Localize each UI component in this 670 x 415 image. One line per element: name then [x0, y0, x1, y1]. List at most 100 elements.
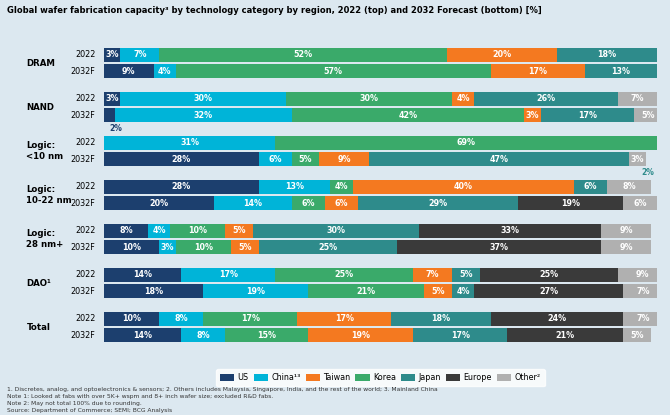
Text: 2022: 2022 — [75, 94, 96, 103]
Bar — [104, 48, 121, 62]
Bar — [204, 312, 297, 326]
Bar — [601, 240, 651, 254]
Text: 5%: 5% — [232, 226, 246, 235]
Text: 69%: 69% — [456, 138, 476, 147]
Text: 2032F: 2032F — [71, 67, 96, 76]
Bar — [181, 328, 225, 342]
Text: 10%: 10% — [194, 243, 213, 252]
Text: 5%: 5% — [431, 287, 445, 296]
Bar — [474, 284, 623, 298]
Bar — [446, 48, 557, 62]
Text: 3%: 3% — [630, 155, 644, 164]
Text: 30%: 30% — [326, 226, 346, 235]
Text: 4%: 4% — [456, 287, 470, 296]
Text: 13%: 13% — [611, 67, 630, 76]
Text: 2%: 2% — [109, 124, 122, 133]
Text: 8%: 8% — [174, 314, 188, 323]
Bar — [104, 240, 159, 254]
Bar — [308, 284, 425, 298]
Bar — [259, 240, 397, 254]
Bar — [275, 136, 657, 150]
Bar — [104, 180, 259, 194]
Bar — [291, 196, 325, 210]
Bar — [308, 328, 413, 342]
Text: 30%: 30% — [360, 94, 379, 103]
Bar — [291, 108, 524, 122]
Text: 8%: 8% — [196, 331, 210, 340]
Bar — [225, 328, 308, 342]
Text: 31%: 31% — [180, 138, 199, 147]
Bar — [291, 152, 320, 166]
Text: 7%: 7% — [133, 50, 147, 59]
Bar — [419, 224, 602, 238]
Bar — [181, 268, 275, 282]
Text: 9%: 9% — [122, 67, 135, 76]
Text: 10%: 10% — [122, 243, 141, 252]
Bar — [397, 240, 602, 254]
Text: 30%: 30% — [194, 94, 213, 103]
Text: 19%: 19% — [247, 287, 265, 296]
Text: 3%: 3% — [525, 111, 539, 120]
Text: 3%: 3% — [105, 94, 119, 103]
Text: 57%: 57% — [324, 67, 343, 76]
Bar — [104, 196, 214, 210]
Text: 17%: 17% — [451, 331, 470, 340]
Text: 7%: 7% — [636, 314, 649, 323]
Bar — [176, 240, 231, 254]
Text: 9%: 9% — [338, 155, 351, 164]
Bar — [607, 180, 651, 194]
Bar — [629, 152, 645, 166]
Text: 9%: 9% — [620, 226, 633, 235]
Text: 21%: 21% — [556, 331, 575, 340]
Bar — [507, 328, 623, 342]
Text: 25%: 25% — [318, 243, 337, 252]
Bar — [574, 180, 607, 194]
Text: Logic:
10-22 nm: Logic: 10-22 nm — [27, 185, 72, 205]
Text: 2022: 2022 — [75, 182, 96, 191]
Bar — [231, 240, 259, 254]
Text: 6%: 6% — [269, 155, 282, 164]
Text: 5%: 5% — [238, 243, 251, 252]
Text: 18%: 18% — [597, 50, 616, 59]
Text: 17%: 17% — [335, 314, 354, 323]
Text: 52%: 52% — [293, 50, 312, 59]
Text: 5%: 5% — [630, 331, 644, 340]
Bar — [624, 284, 662, 298]
Bar — [104, 136, 275, 150]
Text: 2022: 2022 — [75, 138, 96, 147]
Bar — [330, 180, 352, 194]
Bar — [624, 312, 662, 326]
Text: Logic:
28 nm+: Logic: 28 nm+ — [27, 229, 64, 249]
Text: 15%: 15% — [257, 331, 277, 340]
Text: 47%: 47% — [490, 155, 509, 164]
Text: 2%: 2% — [641, 168, 654, 177]
Bar — [624, 196, 657, 210]
Bar — [159, 240, 176, 254]
Text: 2032F: 2032F — [71, 331, 96, 340]
Bar — [159, 312, 204, 326]
Text: DRAM: DRAM — [27, 59, 56, 68]
Text: NAND: NAND — [27, 103, 54, 112]
Bar — [634, 108, 662, 122]
Text: 1. Discretes, analog, and optoelectronics & sensors; 2. Others includes Malaysia: 1. Discretes, analog, and optoelectronic… — [7, 387, 438, 413]
Bar — [624, 328, 651, 342]
Text: 2022: 2022 — [75, 226, 96, 235]
Text: 42%: 42% — [398, 111, 417, 120]
Text: 6%: 6% — [633, 199, 647, 208]
Text: 7%: 7% — [636, 287, 649, 296]
Text: 19%: 19% — [561, 199, 580, 208]
Text: 2032F: 2032F — [71, 287, 96, 296]
Bar — [413, 268, 452, 282]
Text: 2032F: 2032F — [71, 243, 96, 252]
Bar — [104, 152, 259, 166]
Text: 25%: 25% — [335, 270, 354, 279]
Text: 10%: 10% — [188, 226, 207, 235]
Text: 17%: 17% — [578, 111, 597, 120]
Text: 8%: 8% — [622, 182, 636, 191]
Text: 2022: 2022 — [75, 270, 96, 279]
Text: 3%: 3% — [161, 243, 174, 252]
Bar — [557, 48, 657, 62]
Bar — [480, 268, 618, 282]
Text: 28%: 28% — [172, 182, 191, 191]
Text: 32%: 32% — [194, 111, 213, 120]
